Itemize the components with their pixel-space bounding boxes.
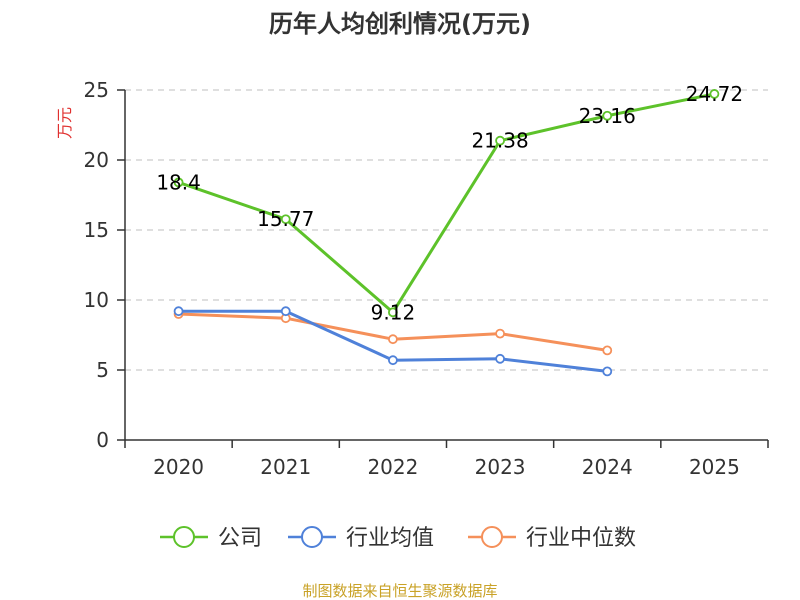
legend-item-0[interactable]: 公司 xyxy=(160,526,262,551)
x-tick-label-2022: 2022 xyxy=(367,455,418,479)
chart-title: 历年人均创利情况(万元) xyxy=(269,10,531,38)
source-note: 制图数据来自恒生聚源数据库 xyxy=(302,582,497,600)
data-point-2-3[interactable] xyxy=(495,328,505,339)
series-1 xyxy=(173,306,613,377)
data-point-1-2[interactable] xyxy=(388,355,398,366)
data-point-1-4[interactable] xyxy=(602,366,613,377)
legend-label-1: 行业均值 xyxy=(346,526,434,551)
legend-swatch-marker-0 xyxy=(173,526,195,548)
x-tick-label-2024: 2024 xyxy=(582,455,633,479)
series-line-0 xyxy=(178,92,715,314)
legend-item-1[interactable]: 行业均值 xyxy=(288,526,434,551)
data-label-4: 23.16 xyxy=(579,104,636,128)
x-tick-label-2023: 2023 xyxy=(475,455,526,479)
y-tick-label-5: 5 xyxy=(96,358,109,382)
legend-label-0: 公司 xyxy=(218,526,262,551)
data-label-5: 24.72 xyxy=(686,82,743,106)
data-point-0-1[interactable] xyxy=(280,214,291,225)
data-point-1-1[interactable] xyxy=(280,306,291,317)
x-tick-label-2021: 2021 xyxy=(260,455,311,479)
y-tick-label-10: 10 xyxy=(84,288,109,312)
y-axis-label: 万元 xyxy=(55,107,74,139)
data-point-1-0[interactable] xyxy=(173,306,184,317)
data-labels: 18.4 15.77 9.12 21.38 23.16 24.72 xyxy=(156,82,743,324)
series-layer xyxy=(173,89,720,377)
data-point-2-4[interactable] xyxy=(602,345,613,356)
data-point-1-3[interactable] xyxy=(495,353,505,364)
legend-label-2: 行业中位数 xyxy=(526,526,636,551)
data-label-0: 18.4 xyxy=(156,170,201,194)
x-tick-label-2020: 2020 xyxy=(153,455,204,479)
grid-lines xyxy=(125,89,768,371)
legend-item-2[interactable]: 行业中位数 xyxy=(468,526,636,551)
y-tick-label-0: 0 xyxy=(96,428,109,452)
x-tick-label-2025: 2025 xyxy=(689,455,740,479)
legend-swatch-marker-2 xyxy=(481,526,503,548)
data-point-0-0[interactable] xyxy=(173,177,184,188)
legend-swatch-marker-1 xyxy=(301,526,323,548)
legend[interactable]: 公司 行业均值 行业中位数 xyxy=(160,526,636,551)
y-tick-label-15: 15 xyxy=(84,218,109,242)
data-point-0-3[interactable] xyxy=(495,135,505,146)
y-tick-label-25: 25 xyxy=(84,78,109,102)
data-label-2: 9.12 xyxy=(371,300,416,324)
data-point-2-2[interactable] xyxy=(388,334,398,345)
data-label-3: 21.38 xyxy=(471,129,528,153)
series-0 xyxy=(173,89,720,318)
data-point-0-5[interactable] xyxy=(709,89,720,99)
data-point-0-2[interactable] xyxy=(388,307,398,318)
y-tick-label-20: 20 xyxy=(84,148,109,172)
data-point-0-4[interactable] xyxy=(602,110,613,121)
data-label-1: 15.77 xyxy=(257,207,314,231)
series-2 xyxy=(173,309,613,356)
